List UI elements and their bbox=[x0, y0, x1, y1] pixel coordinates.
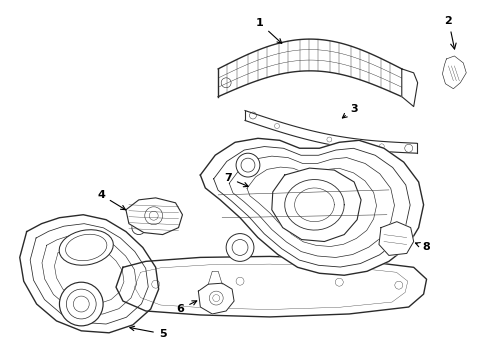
Polygon shape bbox=[244, 111, 416, 153]
Circle shape bbox=[225, 234, 253, 261]
Polygon shape bbox=[218, 39, 401, 96]
Polygon shape bbox=[271, 168, 360, 242]
Polygon shape bbox=[200, 138, 423, 275]
Polygon shape bbox=[20, 215, 158, 333]
Polygon shape bbox=[378, 222, 413, 255]
Circle shape bbox=[236, 153, 259, 177]
Polygon shape bbox=[126, 198, 182, 235]
Text: 7: 7 bbox=[224, 173, 248, 187]
Text: 5: 5 bbox=[130, 326, 166, 339]
Text: 8: 8 bbox=[415, 243, 429, 252]
Text: 1: 1 bbox=[256, 18, 281, 43]
Circle shape bbox=[60, 282, 103, 326]
Ellipse shape bbox=[59, 230, 113, 265]
Text: 2: 2 bbox=[444, 16, 451, 26]
Polygon shape bbox=[401, 69, 417, 107]
Text: 4: 4 bbox=[97, 190, 125, 210]
Polygon shape bbox=[116, 256, 426, 317]
Text: 3: 3 bbox=[342, 104, 357, 118]
Circle shape bbox=[132, 221, 145, 235]
Polygon shape bbox=[198, 283, 234, 314]
Text: 6: 6 bbox=[176, 301, 196, 314]
Polygon shape bbox=[442, 56, 466, 89]
